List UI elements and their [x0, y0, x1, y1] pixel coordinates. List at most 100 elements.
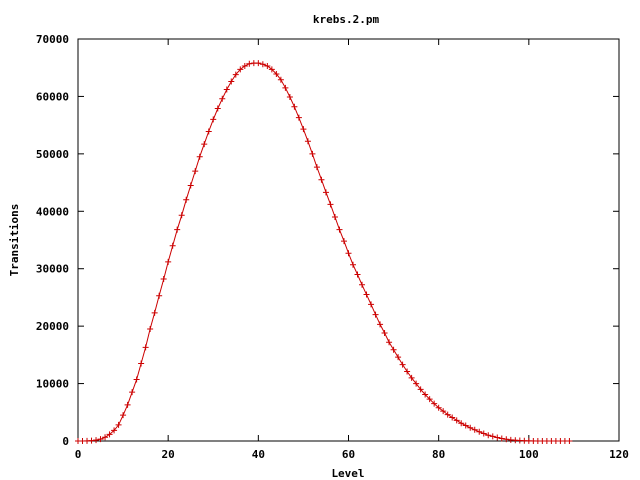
data-point — [174, 226, 181, 233]
data-point — [467, 424, 474, 431]
data-point — [259, 61, 266, 68]
data-point — [228, 78, 235, 85]
data-point — [178, 212, 185, 219]
data-point — [268, 66, 275, 73]
data-point — [205, 128, 212, 135]
data-point — [395, 354, 402, 361]
x-tick-label: 60 — [342, 448, 355, 461]
data-point — [138, 360, 145, 367]
data-point — [282, 84, 289, 91]
data-point — [476, 428, 483, 435]
series-markers — [75, 60, 573, 444]
data-point — [480, 430, 487, 437]
data-point — [165, 258, 172, 265]
data-point — [359, 281, 366, 288]
data-point — [458, 420, 465, 427]
data-point — [440, 408, 447, 415]
data-point — [340, 238, 347, 245]
data-point — [273, 71, 280, 78]
data-point — [219, 95, 226, 102]
data-point — [408, 374, 415, 381]
data-point — [133, 376, 140, 383]
data-point — [354, 271, 361, 278]
data-point — [88, 437, 95, 444]
data-point — [322, 189, 329, 196]
y-tick-label: 30000 — [36, 263, 69, 276]
data-point — [300, 126, 307, 133]
data-point — [336, 226, 343, 233]
data-point — [350, 261, 357, 268]
data-point — [102, 434, 109, 441]
data-point — [106, 431, 113, 438]
data-point — [566, 438, 573, 444]
y-tick-label: 10000 — [36, 378, 69, 391]
data-point — [192, 168, 199, 175]
data-point — [196, 153, 203, 160]
data-point — [147, 326, 154, 333]
data-point — [286, 94, 293, 101]
data-point — [377, 321, 384, 328]
data-point — [295, 114, 302, 121]
data-point — [93, 437, 100, 444]
data-point — [304, 138, 311, 145]
data-point — [327, 201, 334, 208]
x-tick-label: 120 — [609, 448, 629, 461]
data-point — [223, 86, 230, 93]
data-point — [390, 346, 397, 353]
data-point — [142, 344, 149, 351]
data-point — [426, 396, 433, 403]
data-point — [210, 116, 217, 123]
data-point — [494, 434, 501, 441]
data-point — [129, 389, 136, 396]
data-point — [485, 432, 492, 439]
x-tick-label: 40 — [252, 448, 265, 461]
chart-title: krebs.2.pm — [313, 13, 380, 26]
data-point — [444, 411, 451, 418]
x-tick-label: 100 — [519, 448, 539, 461]
plot-frame — [77, 38, 620, 442]
data-point — [169, 242, 176, 249]
data-point — [462, 422, 469, 429]
y-tick-label: 0 — [62, 435, 69, 448]
data-point — [498, 435, 505, 442]
data-point — [120, 412, 127, 419]
data-point — [471, 426, 478, 433]
data-point — [241, 62, 248, 69]
data-point — [489, 433, 496, 440]
data-point — [431, 400, 438, 407]
data-point — [381, 330, 388, 337]
data-point — [237, 66, 244, 73]
y-axis-label: Transitions — [8, 204, 21, 277]
data-point — [417, 386, 424, 393]
data-point — [264, 62, 271, 69]
x-tick-label: 0 — [75, 448, 82, 461]
data-point — [156, 292, 163, 299]
data-point — [115, 421, 122, 428]
data-point — [255, 60, 262, 67]
y-axis: 0 10000 20000 30000 40000 50000 60000 70000 — [36, 33, 619, 448]
data-point — [386, 339, 393, 346]
data-point — [422, 391, 429, 398]
data-point — [309, 150, 316, 157]
data-point — [291, 103, 298, 110]
data-point — [111, 427, 118, 434]
data-point — [368, 301, 375, 308]
data-point — [449, 414, 456, 421]
y-tick-label: 40000 — [36, 205, 69, 218]
data-point — [404, 368, 411, 375]
y-tick-label: 60000 — [36, 90, 69, 103]
data-point — [183, 196, 190, 203]
data-point — [232, 71, 239, 78]
data-point — [277, 76, 284, 83]
data-point — [363, 291, 370, 298]
data-point — [187, 182, 194, 189]
data-point — [503, 436, 510, 443]
data-point — [372, 311, 379, 318]
data-point — [345, 250, 352, 257]
data-point — [318, 176, 325, 183]
data-point — [160, 276, 167, 283]
x-axis-label: Level — [331, 467, 364, 480]
data-point — [246, 60, 253, 67]
y-tick-label: 70000 — [36, 33, 69, 46]
